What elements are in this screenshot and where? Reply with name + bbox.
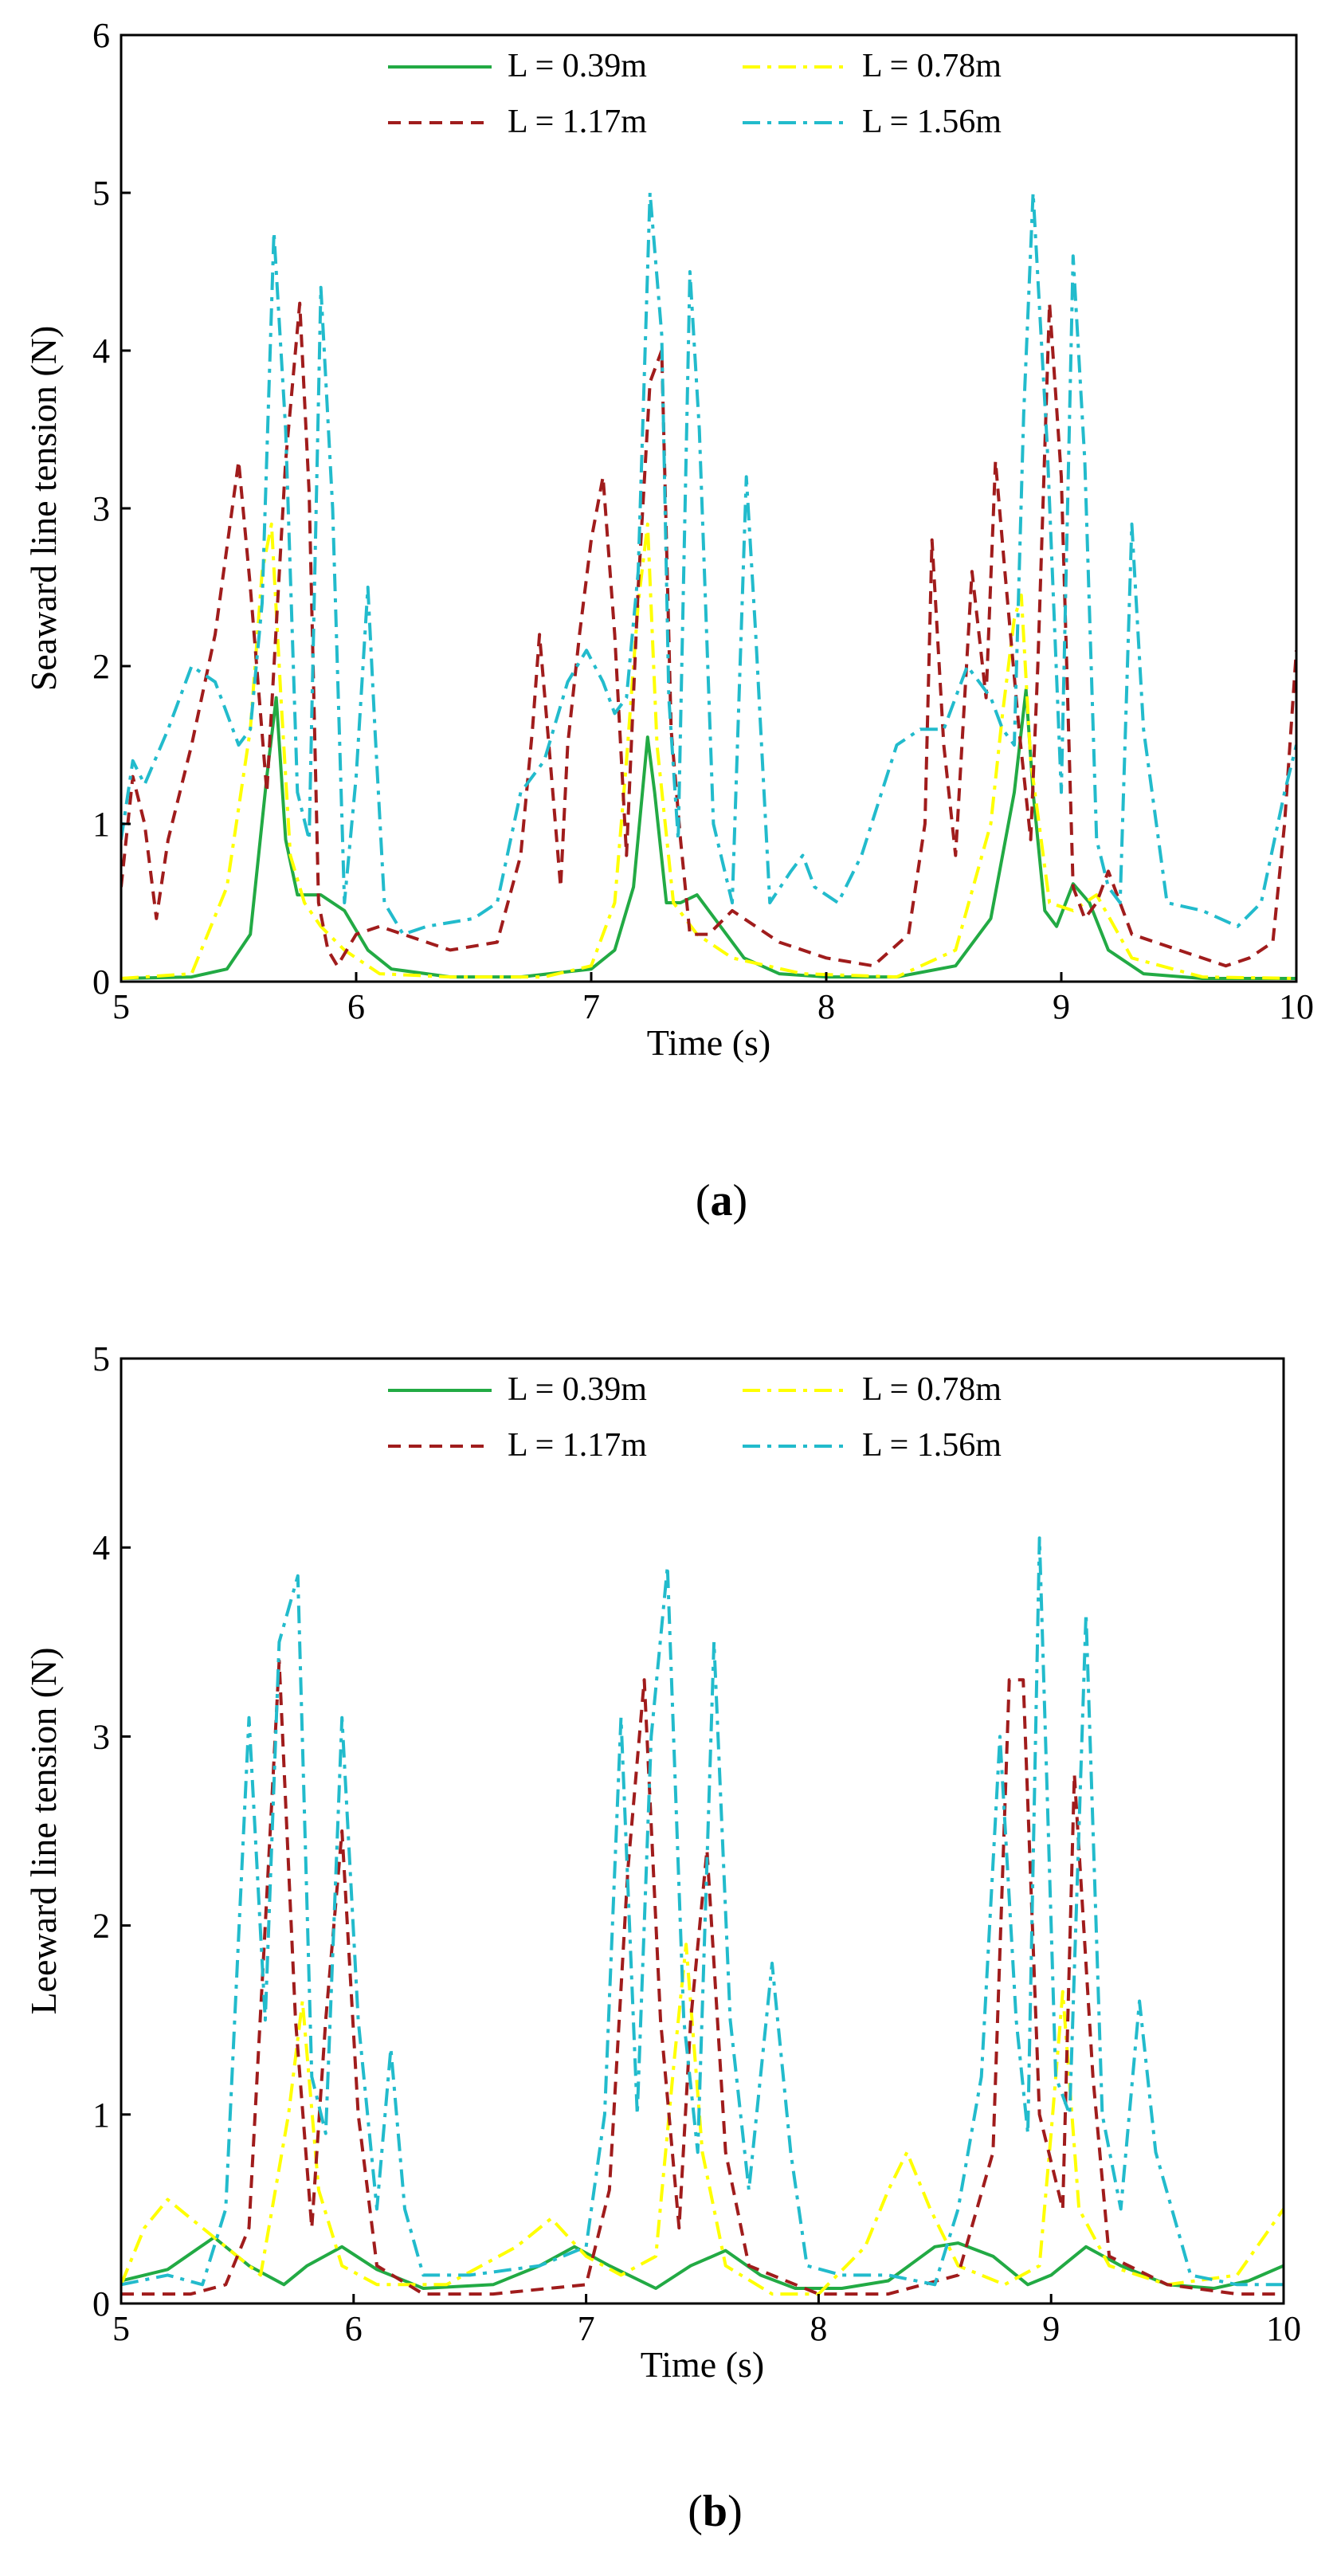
y-tick-label: 2 bbox=[92, 647, 110, 686]
y-tick-label: 5 bbox=[92, 174, 110, 213]
series-line-3 bbox=[121, 1659, 1284, 2296]
legend-label: L = 1.17m bbox=[508, 1427, 647, 1464]
y-tick-label: 5 bbox=[92, 1339, 110, 1378]
plot-frame bbox=[120, 1357, 1285, 2305]
legend-label: L = 0.39m bbox=[508, 48, 647, 84]
y-tick-label: 4 bbox=[92, 1528, 110, 1567]
series-line-4 bbox=[121, 1536, 1284, 2287]
x-tick-label: 8 bbox=[817, 987, 835, 1026]
legend: L = 0.39m L = 0.78m L = 1.17m L = 1.56m bbox=[388, 1371, 1002, 1464]
legend-label: L = 1.56m bbox=[862, 104, 1002, 140]
legend-label: L = 1.56m bbox=[862, 1427, 1002, 1464]
series-line-1 bbox=[121, 688, 1296, 980]
x-axis-label: Time (s) bbox=[641, 2344, 765, 2385]
panel-a: 5 6 7 8 9 10 0 1 2 3 4 5 6 Time (s) Seaward line tensi… bbox=[23, 16, 1314, 1225]
x-tick-label: 10 bbox=[1279, 987, 1314, 1026]
x-tick-label: 6 bbox=[345, 2309, 363, 2348]
y-tick-label: 0 bbox=[92, 963, 110, 1002]
y-tick-label: 2 bbox=[92, 1907, 110, 1946]
x-tick-label: 8 bbox=[810, 2309, 827, 2348]
x-tick-label: 7 bbox=[578, 2309, 595, 2348]
y-tick-label: 4 bbox=[92, 331, 110, 371]
x-tick-label: 5 bbox=[112, 2309, 130, 2348]
y-axis-label: Seaward line tension (N) bbox=[23, 326, 64, 692]
y-tick-label: 1 bbox=[92, 2096, 110, 2135]
legend-label: L = 0.78m bbox=[862, 48, 1002, 84]
x-tick-label: 10 bbox=[1266, 2309, 1301, 2348]
x-tick-label: 7 bbox=[582, 987, 600, 1026]
x-tick-label: 6 bbox=[347, 987, 365, 1026]
x-tick-label: 9 bbox=[1042, 2309, 1060, 2348]
series-line-2 bbox=[121, 1943, 1284, 2296]
x-tick-label: 9 bbox=[1053, 987, 1070, 1026]
y-axis-label: Leeward line tension (N) bbox=[23, 1647, 64, 2014]
series-line-1 bbox=[121, 2236, 1284, 2290]
y-tick-label: 3 bbox=[92, 1717, 110, 1756]
legend-label: L = 1.17m bbox=[508, 104, 647, 140]
legend-label: L = 0.39m bbox=[508, 1371, 647, 1408]
y-tick-label: 1 bbox=[92, 805, 110, 844]
panel-label: (a) bbox=[696, 1176, 747, 1225]
legend: L = 0.39m L = 0.78m L = 1.17m L = 1.56m bbox=[388, 48, 1002, 140]
y-tick-label: 6 bbox=[92, 16, 110, 55]
series-line-4 bbox=[121, 191, 1296, 936]
x-axis-label: Time (s) bbox=[647, 1022, 771, 1063]
x-tick-label: 5 bbox=[112, 987, 130, 1026]
series-line-2 bbox=[121, 522, 1296, 980]
y-tick-label: 0 bbox=[92, 2284, 110, 2323]
panel-label: (b) bbox=[688, 2487, 742, 2536]
y-tick-label: 3 bbox=[92, 489, 110, 528]
panel-b: 5 6 7 8 9 10 0 1 2 3 4 5 Time (s) Leeward line tensio… bbox=[23, 1339, 1301, 2536]
legend-label: L = 0.78m bbox=[862, 1371, 1002, 1408]
plot-frame bbox=[120, 33, 1298, 983]
